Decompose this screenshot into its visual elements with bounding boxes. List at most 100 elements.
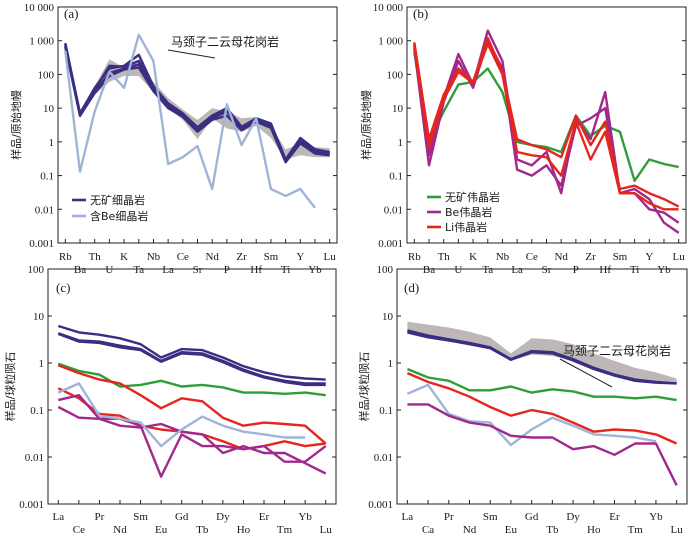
x-tick-label: La: [511, 264, 523, 276]
series-line: [64, 45, 330, 162]
x-tick-label: Gd: [175, 511, 189, 523]
y-axis-label: 样品/球粒陨石: [3, 352, 17, 422]
x-tick-label: La: [402, 511, 414, 523]
x-tick-label: Yb: [298, 511, 312, 523]
y-axis-label: 样品/球粒陨石: [357, 352, 371, 422]
series-line: [57, 405, 327, 475]
x-tick-label: Sm: [133, 511, 148, 523]
x-tick-label: Ti: [281, 264, 290, 276]
y-axis-label: 样品/原始地幔: [359, 90, 373, 160]
x-tick-label: Nd: [205, 251, 219, 263]
x-tick-label: Eu: [505, 524, 518, 536]
series-line: [58, 394, 327, 478]
annotation-leader: [167, 49, 216, 59]
y-tick-label: 100: [28, 264, 45, 276]
panel-label: (b): [413, 6, 428, 21]
y-tick-label: 0.01: [384, 204, 403, 216]
y-tick-label: 0.01: [25, 452, 44, 464]
granite-band: [65, 43, 330, 160]
annotation-label: 马颈子二云母花岗岩: [171, 34, 279, 49]
x-tick-label: Pr: [444, 511, 454, 523]
x-tick-label: Dy: [566, 511, 580, 523]
panel-label: (d): [404, 280, 419, 295]
panel-label: (c): [56, 280, 70, 295]
x-tick-label: Zr: [236, 251, 247, 263]
x-tick-label: Ho: [237, 524, 251, 536]
y-tick-label: 1: [398, 137, 404, 149]
y-tick-label: 100: [377, 264, 394, 276]
y-tick-label: 10: [43, 103, 55, 115]
legend-label: 含Be细晶岩: [90, 209, 148, 223]
legend-label: Li伟晶岩: [445, 220, 487, 234]
x-tick-label: P: [224, 264, 230, 276]
x-tick-label: La: [162, 264, 174, 276]
panel-4: 0.001 0.01 0.1 1 10 100 La Ca Pr Nd Sm Eu Gd Tb Dy Ho Er…: [357, 264, 688, 536]
x-tick-label: Lu: [673, 251, 686, 263]
x-tick-label: Nd: [463, 524, 477, 536]
panel-3: 0.001 0.01 0.1 1 10 100 La Ce Pr Nd Sm Eu Gd Tb Dy Ho Er…: [3, 264, 337, 536]
panel-label: (a): [64, 6, 78, 21]
y-tick-label: 100: [387, 69, 404, 81]
y-tick-label: 0.1: [30, 405, 44, 417]
x-tick-label: Hf: [599, 264, 611, 276]
x-tick-label: Eu: [155, 524, 168, 536]
series-line: [57, 382, 306, 448]
x-tick-label: Yb: [657, 264, 671, 276]
x-tick-label: Lu: [324, 251, 337, 263]
y-tick-label: 0.1: [389, 171, 403, 183]
x-tick-label: Rb: [59, 251, 72, 263]
y-tick-label: 0.001: [378, 238, 403, 250]
series-line: [57, 364, 327, 445]
x-tick-label: La: [52, 511, 64, 523]
y-tick-label: 1 000: [29, 36, 54, 48]
x-tick-label: U: [454, 264, 462, 276]
series-line: [406, 371, 678, 445]
x-tick-label: P: [573, 264, 579, 276]
x-tick-label: Hf: [250, 264, 262, 276]
y-tick-label: 0.01: [35, 204, 54, 216]
y-tick-label: 0.001: [368, 499, 393, 511]
x-tick-label: Yb: [649, 511, 663, 523]
x-tick-label: Ba: [74, 264, 86, 276]
x-tick-label: Nb: [147, 251, 161, 263]
y-tick-label: 0.1: [40, 171, 54, 183]
x-tick-label: U: [105, 264, 113, 276]
x-tick-label: Nd: [113, 524, 127, 536]
y-tick-label: 1 000: [378, 36, 403, 48]
x-tick-label: Sm: [264, 251, 279, 263]
series-line: [413, 36, 680, 208]
x-tick-label: Ce: [526, 251, 538, 263]
x-tick-label: Gd: [525, 511, 539, 523]
plot-frame: [47, 268, 337, 505]
plot-frame: [396, 268, 688, 505]
x-tick-label: Rb: [408, 251, 421, 263]
x-tick-label: Zr: [585, 251, 596, 263]
x-tick-label: Ba: [423, 264, 435, 276]
x-tick-label: Sr: [193, 264, 203, 276]
x-tick-label: Er: [609, 511, 620, 523]
x-tick-label: Nd: [554, 251, 568, 263]
legend-label: 无矿伟晶岩: [445, 190, 500, 204]
series-line: [57, 324, 326, 381]
y-tick-label: 100: [38, 69, 55, 81]
x-tick-label: Y: [645, 251, 653, 263]
y-tick-label: 0.001: [29, 238, 54, 250]
x-tick-label: Ti: [630, 264, 639, 276]
x-tick-label: K: [120, 251, 128, 263]
series-line: [413, 42, 679, 211]
series-line: [413, 52, 679, 182]
x-tick-label: Sm: [483, 511, 498, 523]
x-tick-label: Ho: [587, 524, 601, 536]
x-tick-label: Tb: [196, 524, 209, 536]
y-tick-label: 1: [388, 358, 394, 370]
y-tick-label: 10 000: [24, 2, 55, 14]
y-tick-label: 10: [382, 311, 394, 323]
y-tick-label: 10: [33, 311, 45, 323]
y-tick-label: 10 000: [373, 2, 404, 14]
x-tick-label: Ce: [177, 251, 189, 263]
